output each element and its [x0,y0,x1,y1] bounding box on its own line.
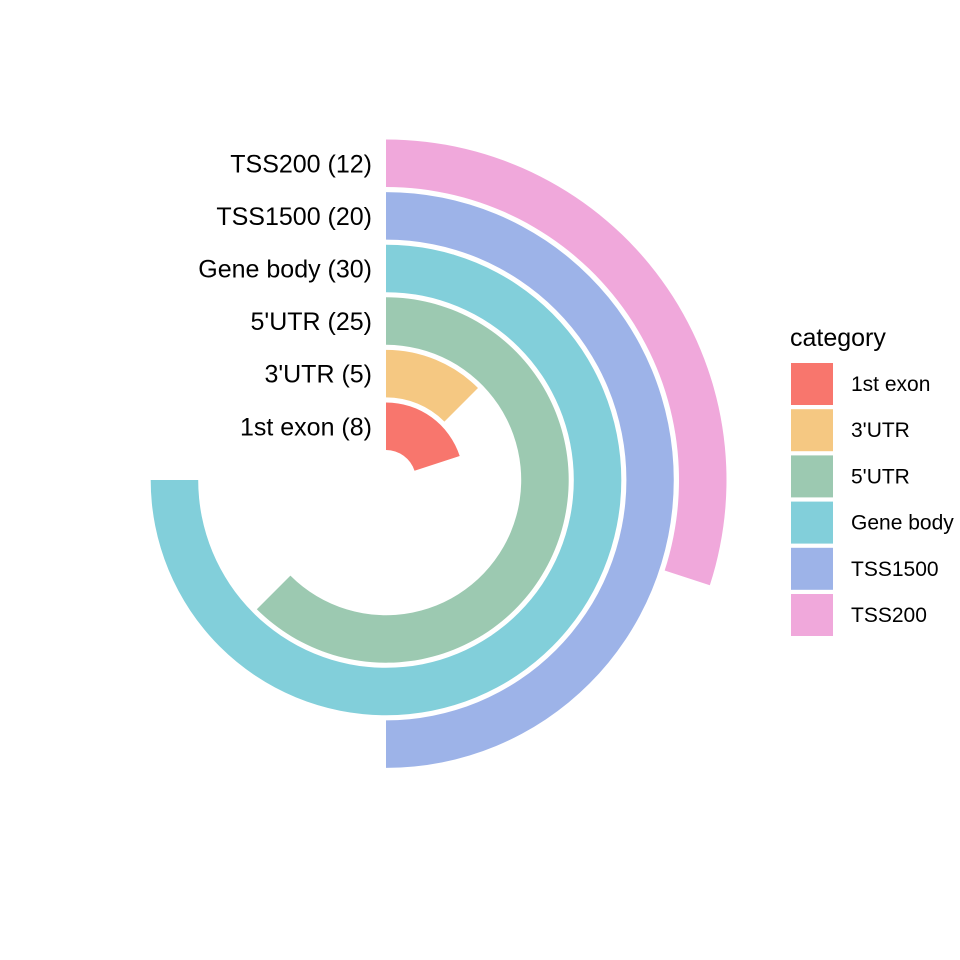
legend-title: category [790,324,886,352]
legend-label-gene-body: Gene body [851,512,954,535]
legend-key-5-utr [791,455,833,498]
bars-layer [150,139,727,768]
legend: category 1st exon 3'UTR 5'UTR Gene body TSS1… [790,324,954,636]
bar-label-1st-exon: 1st exon (8) [240,413,372,441]
legend-label-5-utr: 5'UTR [851,465,910,488]
bar-label-tss1500: TSS1500 (20) [216,203,372,231]
bar-label-5-utr: 5'UTR (25) [251,308,372,336]
legend-key-gene-body [791,501,833,544]
bar-tss200 [386,139,727,586]
legend-key-3-utr [791,409,833,452]
bar-tss1500 [386,192,674,768]
legend-key-tss1500 [791,547,833,590]
bar-labels-layer: 1st exon (8) 3'UTR (5) 5'UTR (25) Gene body… [198,150,372,441]
legend-key-1st-exon [791,363,833,405]
legend-label-3-utr: 3'UTR [851,419,910,442]
bar-3-utr [386,349,478,422]
bar-5-utr [256,297,569,663]
bar-1st-exon [386,402,460,471]
legend-label-1st-exon: 1st exon [851,373,930,396]
legend-label-tss200: TSS200 [851,604,927,627]
bar-label-gene-body: Gene body (30) [198,255,372,283]
legend-key-tss200 [791,594,833,636]
legend-label-tss1500: TSS1500 [851,558,939,581]
bar-label-tss200: TSS200 (12) [230,150,372,178]
bar-label-3-utr: 3'UTR (5) [264,361,372,389]
